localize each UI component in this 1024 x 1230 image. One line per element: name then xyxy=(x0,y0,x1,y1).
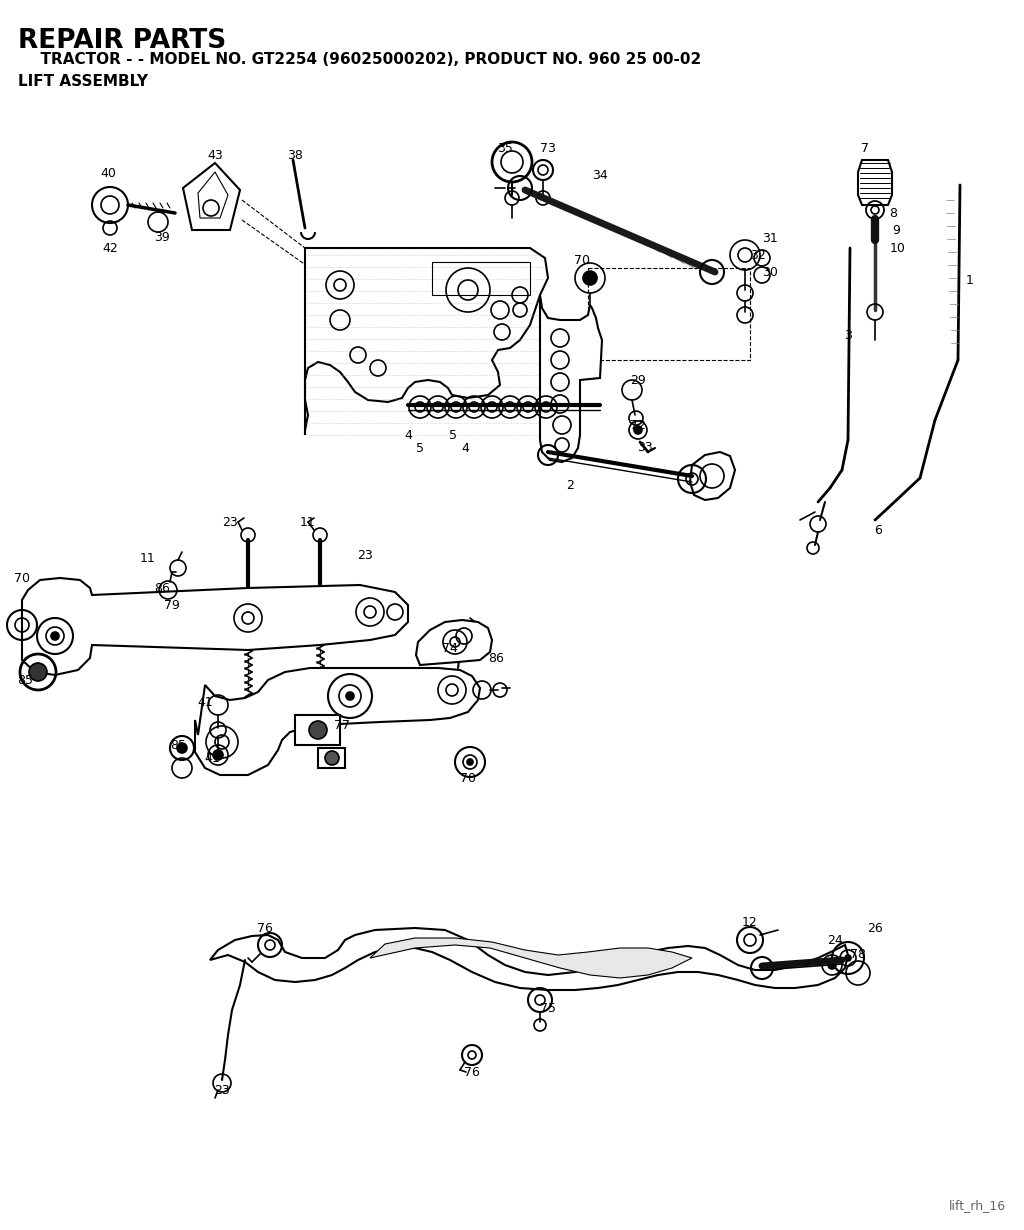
Text: 34: 34 xyxy=(592,169,608,182)
Polygon shape xyxy=(416,620,492,665)
Polygon shape xyxy=(22,578,408,675)
Text: 76: 76 xyxy=(464,1065,480,1079)
Polygon shape xyxy=(305,248,548,435)
Circle shape xyxy=(309,721,327,739)
Text: 29: 29 xyxy=(630,374,646,386)
Circle shape xyxy=(177,743,187,753)
Text: 23: 23 xyxy=(357,549,373,562)
Text: 23: 23 xyxy=(214,1084,229,1096)
Text: 35: 35 xyxy=(497,141,513,155)
Text: 7: 7 xyxy=(861,141,869,155)
Circle shape xyxy=(583,271,597,285)
Polygon shape xyxy=(690,451,735,501)
Polygon shape xyxy=(210,927,848,990)
Text: lift_rh_16: lift_rh_16 xyxy=(949,1199,1006,1212)
Text: 78: 78 xyxy=(850,948,866,962)
Circle shape xyxy=(467,759,473,765)
Circle shape xyxy=(325,752,339,765)
Text: 85: 85 xyxy=(17,674,33,686)
Text: 43: 43 xyxy=(207,149,223,161)
Polygon shape xyxy=(858,160,892,205)
Text: 8: 8 xyxy=(889,207,897,219)
Text: 74: 74 xyxy=(442,642,458,654)
Circle shape xyxy=(634,426,642,434)
Text: 79: 79 xyxy=(164,599,180,611)
Text: 11: 11 xyxy=(140,551,156,565)
Text: 5: 5 xyxy=(449,428,457,442)
Text: 72: 72 xyxy=(630,418,646,432)
Polygon shape xyxy=(198,172,228,218)
Text: REPAIR PARTS: REPAIR PARTS xyxy=(18,28,226,54)
Text: 40: 40 xyxy=(100,166,116,180)
Text: 4: 4 xyxy=(404,428,412,442)
Text: 11: 11 xyxy=(300,515,315,529)
Text: 85: 85 xyxy=(170,738,186,752)
Circle shape xyxy=(828,961,836,969)
Text: 73: 73 xyxy=(540,141,556,155)
Text: 70: 70 xyxy=(460,771,476,785)
Text: 77: 77 xyxy=(334,718,350,732)
Circle shape xyxy=(346,692,354,700)
Text: 2: 2 xyxy=(566,478,573,492)
Text: 30: 30 xyxy=(762,266,778,278)
Text: 86: 86 xyxy=(488,652,504,664)
Polygon shape xyxy=(295,715,340,745)
Circle shape xyxy=(51,632,59,640)
Text: 70: 70 xyxy=(14,572,30,584)
Text: 38: 38 xyxy=(287,149,303,161)
Text: 23: 23 xyxy=(222,515,238,529)
Text: TRACTOR - - MODEL NO. GT2254 (96025000202), PRODUCT NO. 960 25 00-02: TRACTOR - - MODEL NO. GT2254 (9602500020… xyxy=(30,52,701,66)
Text: 3: 3 xyxy=(844,328,852,342)
Polygon shape xyxy=(370,938,692,978)
Text: 41: 41 xyxy=(204,752,220,765)
Circle shape xyxy=(29,663,47,681)
Text: 42: 42 xyxy=(102,241,118,255)
Polygon shape xyxy=(183,164,240,230)
Text: LIFT ASSEMBLY: LIFT ASSEMBLY xyxy=(18,74,148,89)
Text: 31: 31 xyxy=(762,231,778,245)
Text: 26: 26 xyxy=(867,921,883,935)
Polygon shape xyxy=(318,748,345,768)
Text: 33: 33 xyxy=(637,440,653,454)
Text: 12: 12 xyxy=(742,915,758,929)
Text: 76: 76 xyxy=(257,921,273,935)
Circle shape xyxy=(213,750,223,760)
Text: 75: 75 xyxy=(540,1001,556,1015)
Text: 86: 86 xyxy=(154,582,170,594)
Text: 4: 4 xyxy=(461,442,469,455)
Text: 6: 6 xyxy=(874,524,882,536)
Text: 39: 39 xyxy=(155,230,170,244)
Polygon shape xyxy=(540,295,602,462)
Text: 24: 24 xyxy=(827,934,843,947)
Text: 1: 1 xyxy=(966,273,974,287)
Circle shape xyxy=(845,954,851,961)
Text: 5: 5 xyxy=(416,442,424,455)
Text: 32: 32 xyxy=(751,248,766,262)
Text: 41: 41 xyxy=(198,695,213,708)
Polygon shape xyxy=(195,668,480,775)
Text: 10: 10 xyxy=(890,241,906,255)
Text: 70: 70 xyxy=(574,253,590,267)
Text: 9: 9 xyxy=(892,224,900,236)
